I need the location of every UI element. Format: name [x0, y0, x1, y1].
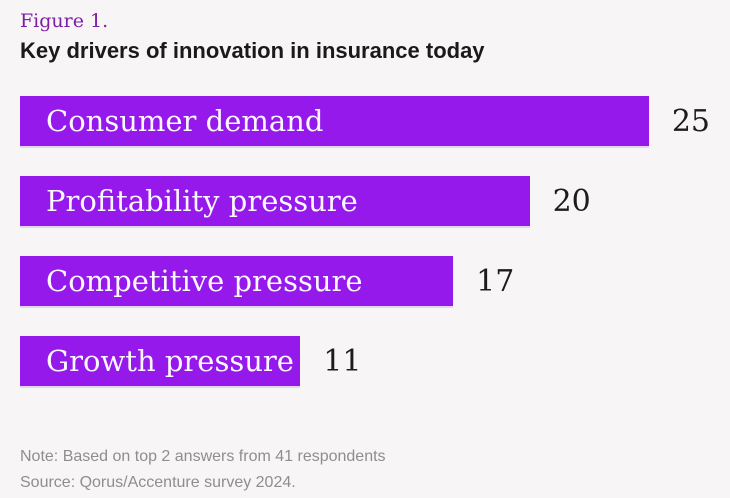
- bar-category-label: Consumer demand: [46, 104, 324, 138]
- source-text: Source: Qorus/Accenture survey 2024.: [20, 474, 296, 491]
- bar-category-label: Growth pressure: [46, 344, 294, 378]
- bar-value-label: 25: [671, 103, 710, 139]
- bar: Growth pressure: [20, 336, 301, 386]
- bar-row: Consumer demand 25: [20, 96, 710, 146]
- chart-title: Key drivers of innovation in insurance t…: [20, 38, 485, 63]
- bar: Profitability pressure: [20, 176, 530, 226]
- bar-chart: Consumer demand 25 Profitability pressure 2…: [20, 96, 710, 416]
- bar-value-label: 11: [323, 343, 362, 379]
- note-text: Note: Based on top 2 answers from 41 res…: [20, 448, 386, 465]
- bar: Consumer demand: [20, 96, 649, 146]
- bar-category-label: Competitive pressure: [46, 264, 363, 298]
- bar-value-label: 20: [552, 183, 591, 219]
- bar-row: Competitive pressure 17: [20, 256, 710, 306]
- figure-label: Figure 1.: [20, 10, 109, 32]
- bar-row: Profitability pressure 20: [20, 176, 710, 226]
- bar-category-label: Profitability pressure: [46, 184, 358, 218]
- bar-row: Growth pressure 11: [20, 336, 710, 386]
- bar: Competitive pressure: [20, 256, 454, 306]
- bar-value-label: 17: [476, 263, 515, 299]
- footer: Note: Based on top 2 answers from 41 res…: [20, 444, 386, 496]
